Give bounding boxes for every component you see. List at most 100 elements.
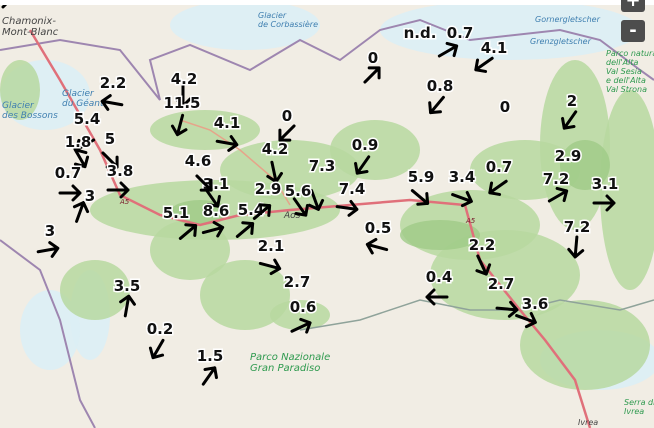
arrow-shape (170, 113, 188, 137)
wind-speed-label: 0.7 (55, 164, 82, 182)
wind-arrow-icon (201, 366, 218, 386)
arrow-shape (106, 181, 130, 199)
arrow-shape (215, 135, 239, 152)
wind-speed-label: 0.4 (426, 268, 453, 286)
wind-speed-label: 2.9 (255, 180, 282, 198)
wind-arrow-icon (278, 124, 296, 142)
wind-station: 0.7 (437, 23, 475, 58)
arrow-shape (437, 41, 459, 58)
place-label-glacier-geant: Glacier du Géant (62, 89, 104, 109)
wind-station: 0.7 (484, 157, 514, 196)
arrow-shape (567, 235, 585, 259)
place-label-a5-2: A5 (465, 217, 476, 225)
forest-area (150, 220, 230, 280)
arrow-shape (475, 254, 492, 276)
wind-speed-label: 2.7 (284, 273, 311, 291)
wind-station: 1.8 (63, 132, 93, 169)
wind-speed-label: 5.6 (285, 182, 312, 200)
place-label-serra-ivrea: Serra di Ivrea (624, 398, 654, 416)
arrow-shape (201, 366, 218, 386)
wind-speed-label: 0.7 (447, 24, 474, 42)
wind-speed-label: 0.5 (365, 219, 392, 237)
wind-station: 0 (363, 48, 381, 84)
arrow-shape (195, 174, 213, 192)
wind-station: n.d. (402, 23, 438, 44)
wind-station: 0.7 (53, 163, 83, 202)
wind-station: 2.2 (98, 73, 128, 111)
road (179, 119, 291, 206)
arrow-shape (36, 241, 60, 258)
wind-arrow-icon (363, 66, 381, 84)
arrow-shape (292, 197, 309, 217)
arrow-shape (474, 56, 494, 73)
place-label-line: Glacier (62, 89, 95, 99)
wind-speed-label: 3 (85, 187, 95, 205)
forest-area (430, 230, 580, 320)
wind-station: 2.7 (282, 272, 312, 293)
wind-speed-label: 11.5 (163, 94, 200, 112)
wind-station: 5 (101, 129, 119, 169)
wind-station: 3.1 (590, 174, 620, 212)
wind-arrow-icon (215, 135, 239, 152)
wind-arrow-icon (119, 294, 136, 318)
wind-arrow-icon (547, 186, 569, 203)
arrow-shape (258, 258, 282, 276)
place-label-ivrea: Ivrea (578, 418, 598, 427)
wind-arrow-icon (101, 151, 119, 169)
wind-arrow-icon (451, 190, 473, 208)
wind-arrow-icon (354, 155, 371, 175)
arrow-shape (365, 237, 389, 255)
place-label-chamonix: Chamonix-Mont-Blanc (2, 16, 59, 38)
wind-arrow-icon (266, 160, 283, 184)
forest-area (60, 260, 130, 320)
arrow-shape (425, 288, 449, 306)
border-line (0, 239, 96, 428)
wind-station: 5.9 (406, 167, 436, 206)
place-label-line: Mont-Blanc (2, 27, 59, 38)
wind-arrow-icon (475, 254, 492, 276)
wind-arrow-icon (410, 189, 430, 206)
wind-speed-label: 3.6 (522, 295, 549, 313)
wind-arrow-icon (495, 300, 519, 318)
wind-station: 0.8 (425, 76, 455, 115)
zoom-in-button[interactable]: + (621, 0, 645, 12)
wind-speed-label: 1.8 (65, 133, 92, 151)
wind-arrow-icon (307, 189, 325, 211)
wind-arrow-icon (252, 203, 272, 220)
wind-arrow-icon (204, 188, 221, 208)
wind-station: 4.2 (260, 139, 290, 184)
place-label-line: dell'Alta (606, 58, 638, 67)
place-label-line: Aos (283, 211, 301, 221)
wind-speed-label: 0 (282, 107, 292, 125)
arrow-shape (178, 223, 198, 240)
wind-station: 3 (72, 186, 97, 223)
wind-speed-label: 4.2 (171, 70, 198, 88)
wind-speed-label: 5.1 (163, 204, 190, 222)
wind-speed-label: 5.9 (408, 168, 435, 186)
wind-station: 2.1 (256, 236, 286, 276)
wind-station: 3.5 (112, 276, 142, 318)
wind-speed-label: 5.4 (74, 110, 101, 128)
top-edge (0, 0, 654, 5)
wind-arrow-icon (365, 237, 389, 255)
arrow-shape (495, 300, 519, 318)
wind-station: 8.6 (201, 201, 231, 238)
wind-speed-label: 8.6 (203, 202, 230, 220)
wind-station: 2 (561, 91, 579, 130)
arrow-shape (204, 188, 221, 208)
wind-station: 1.5 (195, 346, 225, 386)
wind-arrow-icon (58, 184, 82, 202)
zoom-out-button[interactable]: - (621, 20, 645, 42)
place-label-line: Ivrea (624, 407, 644, 416)
place-label-line: Gran Paradiso (250, 363, 320, 374)
wind-station: 0 (278, 106, 296, 142)
wind-speed-label: 2.2 (469, 236, 496, 254)
arrow-shape (515, 311, 537, 329)
arrow-shape (266, 160, 283, 184)
wind-speed-label: n.d. (404, 24, 437, 42)
wind-arrow-icon (174, 84, 192, 108)
wind-arrow-icon (258, 258, 282, 276)
wind-speed-label: 0.8 (427, 77, 454, 95)
